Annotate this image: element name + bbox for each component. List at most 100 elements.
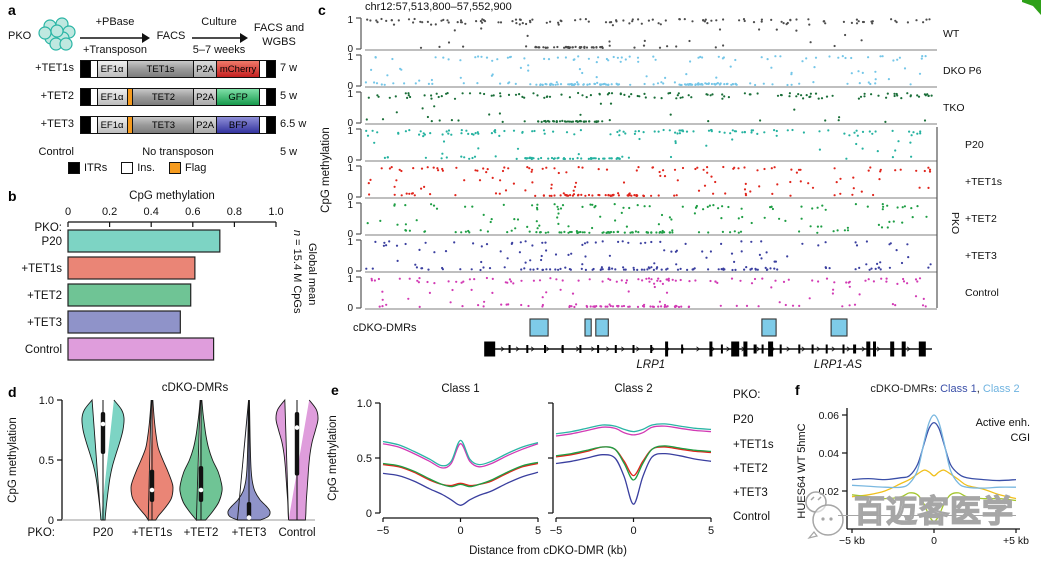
construct-name: +TET3 <box>40 118 74 130</box>
bar-label: Control <box>25 344 62 356</box>
y-tick-label: 1 <box>347 274 353 285</box>
panel-d-chart: cDKO-DMRs CpG methylation 1.0 0.5 0 P20 +TET1s… <box>7 382 319 539</box>
gene-direction-chevron <box>906 346 911 352</box>
exon <box>632 345 635 353</box>
arrow-right-icon <box>192 33 248 43</box>
y-axis-label: CpG methylation <box>320 127 332 213</box>
violin-median-dot <box>246 515 252 520</box>
exon <box>890 341 895 357</box>
arrow2-top-label: Culture <box>201 16 237 28</box>
arrow-right-icon <box>80 33 150 43</box>
x-tick-label: 0 <box>931 535 937 547</box>
violin-control <box>275 398 319 521</box>
weeks-label: 5 w <box>280 90 298 102</box>
cell-cluster-icon <box>38 17 76 51</box>
no-transposon-label: No transposon <box>142 146 214 158</box>
y-tick-label: 1.0 <box>39 395 54 407</box>
panel-f-chart: cDKO-DMRs: Class 1, Class 2 HUES64 WT 5hm… <box>796 383 1030 547</box>
gene-direction-chevron <box>500 346 505 352</box>
ins-left-block <box>89 61 97 77</box>
itr-left-block <box>81 61 90 77</box>
series-tet1s <box>555 446 712 477</box>
flag-tag-block <box>126 89 133 105</box>
track-dkop6: 10 <box>347 52 937 92</box>
exon <box>614 345 617 353</box>
x-tick-label: 0 <box>630 525 636 537</box>
exon <box>665 341 669 357</box>
dmr-box <box>830 318 848 337</box>
legend-item-itrs: ITRs <box>68 162 107 174</box>
panel-c-label: c <box>318 2 326 18</box>
construct-legend: ITRs Ins. Flag <box>68 162 278 174</box>
construct-bar: EF1α TET1s P2A mCherry <box>80 60 276 78</box>
exon <box>918 341 926 357</box>
track-label: DKO P6 <box>943 65 982 77</box>
y-tick-label: 0 <box>347 266 353 277</box>
weeks-label: 6.5 w <box>280 118 307 130</box>
exon <box>484 341 496 357</box>
series-tet2 <box>382 461 539 488</box>
violin-iqr-box <box>294 412 300 476</box>
track-tet2: 10 <box>347 200 937 240</box>
itr-left-block <box>81 89 90 105</box>
x-tick-label: −5 <box>550 525 563 537</box>
violin-iqr-box <box>246 502 252 520</box>
ins-right-block <box>259 89 267 105</box>
exon <box>681 344 684 354</box>
legend-label-p20: P20 <box>733 414 753 426</box>
track-label: Control <box>965 287 999 299</box>
arrow2-bottom-label: 5–7 weeks <box>192 44 246 56</box>
series-p20 <box>382 439 539 467</box>
legend-label-control: Control <box>733 511 770 523</box>
exon <box>853 344 857 354</box>
panel-e-chart: Class 1 1.0 0.5 0 −5 0 5 Class 2 −5 0 5 CpG methyla… <box>327 383 774 557</box>
gene-direction-chevron <box>590 346 595 352</box>
bar-tet1s <box>67 256 196 280</box>
y-tick-label: 0 <box>347 303 353 314</box>
x-tick-label: 0.6 <box>185 206 200 218</box>
y-tick-label: 0.02 <box>819 486 840 498</box>
bar-p20 <box>67 229 221 253</box>
promoter-segment: EF1α <box>96 89 127 105</box>
weeks-label: 5 w <box>280 146 298 158</box>
exon <box>779 344 782 354</box>
exon <box>720 344 723 354</box>
construct-row-tet1s: +TET1s EF1α TET1s P2A mCherry 7 w <box>8 60 310 78</box>
ins-left-block <box>89 89 97 105</box>
y-tick-label: 1 <box>347 126 353 137</box>
gene-direction-chevron <box>711 346 716 352</box>
track-wt: 10 <box>347 15 937 55</box>
locus-title: chr12:57,513,800–57,552,900 <box>365 1 512 13</box>
exon <box>753 344 757 354</box>
gene-name-lrp1: LRP1 <box>636 359 665 371</box>
promoter-segment: EF1α <box>96 61 127 77</box>
exon <box>508 345 511 353</box>
bar-label: +TET1s <box>21 263 62 275</box>
facs-label: FACS <box>156 30 186 42</box>
result-label-line1: FACS and <box>253 22 305 34</box>
series-tet1s <box>382 462 539 487</box>
gene-name-lrp1-as: LRP1-AS <box>814 359 862 371</box>
pko-label: PKO <box>8 30 32 42</box>
y-tick-label: 0 <box>347 44 353 55</box>
legend-label: Flag <box>184 162 207 174</box>
exon <box>842 344 845 354</box>
pko-prefix: PKO: <box>35 222 62 234</box>
x-category-label: P20 <box>93 527 113 539</box>
x-tick-label: −5 kb <box>839 535 865 547</box>
construct-row-tet3: +TET3 EF1α TET3 P2A BFP 6.5 w <box>8 116 310 134</box>
series-class1 <box>851 421 1017 482</box>
construct-name: +TET1s <box>35 62 74 74</box>
legend-title: PKO: <box>733 389 760 401</box>
series-class2 <box>851 414 1017 489</box>
dmr-box <box>595 318 609 337</box>
violin-median-dot <box>100 421 106 427</box>
x-tick-label: 0.4 <box>144 206 159 218</box>
gene-direction-chevron <box>621 346 625 352</box>
y-tick-label: 0.5 <box>39 455 54 467</box>
y-tick-label: 0.5 <box>357 453 372 465</box>
track-p20: 10 <box>347 126 937 166</box>
series-control <box>382 443 539 469</box>
exon <box>731 341 740 357</box>
